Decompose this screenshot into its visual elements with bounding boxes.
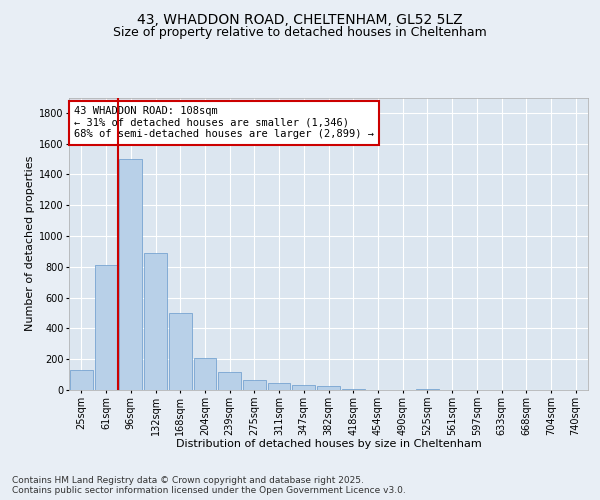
Bar [268,383,290,390]
Bar [317,386,340,390]
Text: 43 WHADDON ROAD: 108sqm
← 31% of detached houses are smaller (1,346)
68% of semi: 43 WHADDON ROAD: 108sqm ← 31% of detache… [74,106,374,140]
Text: Size of property relative to detached houses in Cheltenham: Size of property relative to detached ho… [113,26,487,39]
Bar [169,313,191,390]
Bar [416,389,439,390]
Bar [70,370,93,390]
Bar [95,266,118,390]
Bar [119,159,142,390]
Y-axis label: Number of detached properties: Number of detached properties [25,156,35,332]
Bar [144,253,167,390]
Bar [342,389,365,390]
Bar [243,380,266,390]
Text: 43, WHADDON ROAD, CHELTENHAM, GL52 5LZ: 43, WHADDON ROAD, CHELTENHAM, GL52 5LZ [137,12,463,26]
Text: Contains HM Land Registry data © Crown copyright and database right 2025.
Contai: Contains HM Land Registry data © Crown c… [12,476,406,495]
Bar [194,358,216,390]
Bar [218,372,241,390]
X-axis label: Distribution of detached houses by size in Cheltenham: Distribution of detached houses by size … [176,439,481,449]
Bar [292,384,315,390]
